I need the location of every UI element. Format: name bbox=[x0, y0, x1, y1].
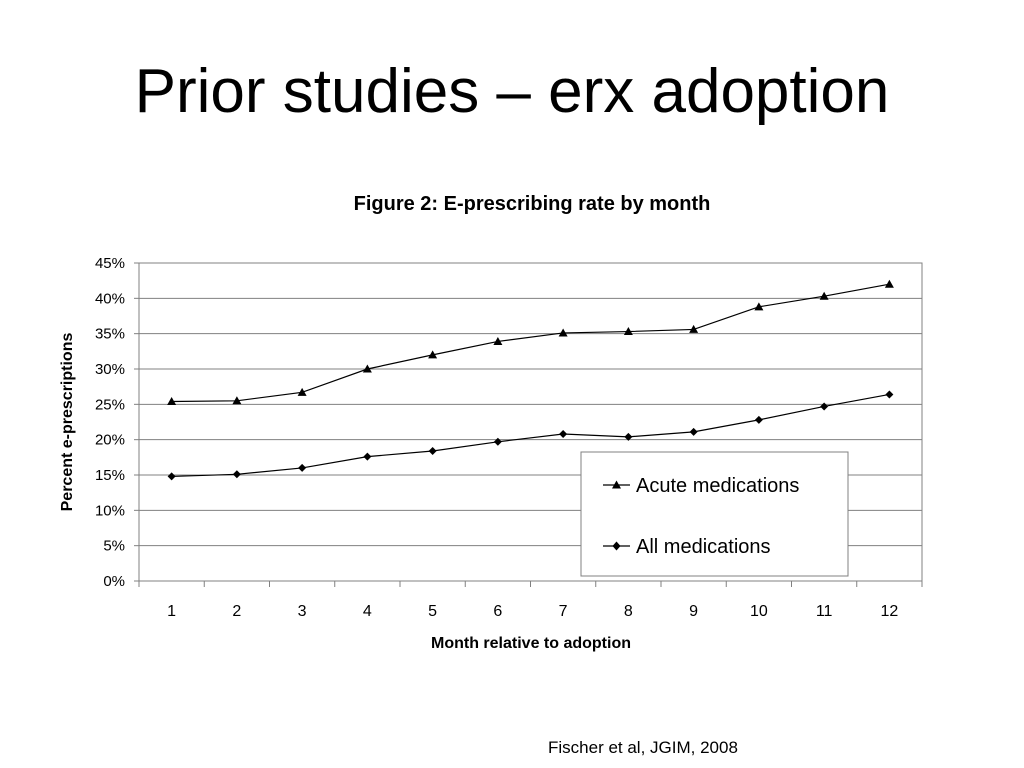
data-point-triangle bbox=[884, 279, 894, 288]
x-axis-tick-labels: 1 2 3 4 5 6 7 8 9 10 11 12 bbox=[167, 603, 898, 620]
data-point-diamond bbox=[493, 437, 502, 446]
y-tick-label: 30% bbox=[95, 361, 125, 378]
x-tick-label: 2 bbox=[232, 603, 241, 620]
y-tick-label: 5% bbox=[103, 538, 125, 555]
data-point-triangle bbox=[428, 350, 438, 359]
data-point-triangle bbox=[232, 396, 242, 405]
slide-title: Prior studies – erx adoption bbox=[134, 57, 890, 126]
legend-marker-diamond-icon bbox=[612, 541, 621, 551]
x-tick-label: 7 bbox=[559, 603, 568, 620]
data-point-triangle bbox=[493, 336, 503, 345]
data-point-triangle bbox=[297, 387, 307, 396]
y-tick-label: 15% bbox=[95, 467, 125, 484]
data-point-diamond bbox=[363, 452, 372, 461]
data-point-diamond bbox=[689, 427, 698, 436]
data-point-diamond bbox=[559, 430, 568, 439]
series-line-acute bbox=[171, 283, 890, 403]
y-tick-label: 25% bbox=[95, 396, 125, 413]
data-point-triangle bbox=[362, 364, 372, 373]
data-point-triangle bbox=[754, 302, 764, 311]
data-point-diamond bbox=[232, 470, 241, 479]
citation: Fischer et al, JGIM, 2008 bbox=[548, 738, 738, 757]
data-point-diamond bbox=[754, 415, 763, 424]
x-tick-label: 9 bbox=[689, 603, 698, 620]
legend-label-acute: Acute medications bbox=[636, 475, 799, 497]
data-point-triangle bbox=[623, 327, 633, 336]
data-point-diamond bbox=[298, 463, 307, 472]
x-tick-label: 12 bbox=[880, 603, 898, 620]
x-axis-label: Month relative to adoption bbox=[431, 635, 631, 652]
y-tick-label: 20% bbox=[95, 432, 125, 449]
legend: Acute medications All medications bbox=[580, 451, 849, 577]
data-point-triangle bbox=[819, 291, 829, 300]
y-tick-label: 40% bbox=[95, 290, 125, 307]
legend-label-all: All medications bbox=[636, 536, 771, 558]
plot-area-frame bbox=[138, 262, 923, 582]
y-axis-tick-labels: 0% 5% 10% 15% 20% 25% 30% 35% 40% 45% bbox=[95, 255, 125, 590]
data-point-triangle bbox=[689, 324, 699, 333]
data-point-diamond bbox=[167, 472, 176, 481]
data-point-diamond bbox=[885, 390, 894, 399]
y-tick-label: 10% bbox=[95, 502, 125, 519]
y-tick-label: 45% bbox=[95, 255, 125, 272]
x-tick-label: 1 bbox=[167, 603, 176, 620]
x-tick-label: 11 bbox=[816, 603, 833, 620]
series-line-all bbox=[171, 393, 890, 478]
chart-title: Figure 2: E-prescribing rate by month bbox=[354, 193, 711, 215]
y-axis-label: Percent e-prescriptions bbox=[59, 333, 76, 512]
data-point-diamond bbox=[624, 432, 633, 441]
x-tick-label: 8 bbox=[624, 603, 633, 620]
x-tick-label: 3 bbox=[298, 603, 307, 620]
data-point-triangle bbox=[167, 397, 177, 406]
y-tick-label: 35% bbox=[95, 326, 125, 343]
legend-box bbox=[580, 451, 849, 577]
x-tick-label: 4 bbox=[363, 603, 372, 620]
gridlines bbox=[134, 262, 923, 587]
data-point-triangle bbox=[558, 328, 568, 337]
x-tick-label: 6 bbox=[493, 603, 502, 620]
x-tick-label: 10 bbox=[750, 603, 768, 620]
legend-marker-triangle-icon bbox=[612, 480, 621, 489]
series-lines bbox=[167, 279, 894, 481]
x-tick-label: 5 bbox=[428, 603, 437, 620]
data-point-diamond bbox=[820, 402, 829, 411]
data-point-diamond bbox=[428, 446, 437, 455]
y-tick-label: 0% bbox=[103, 573, 125, 590]
